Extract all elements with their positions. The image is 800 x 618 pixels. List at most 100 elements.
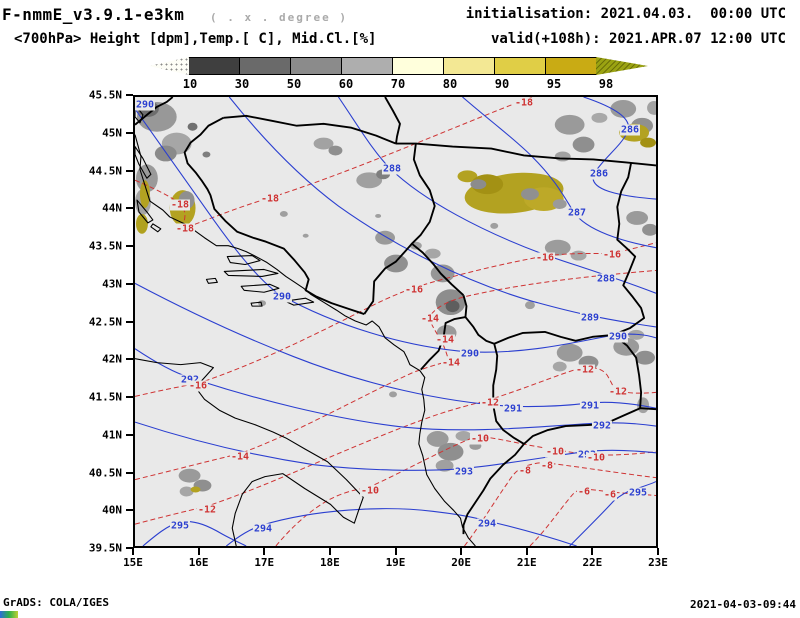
- temp-contour-label: -12: [196, 504, 218, 516]
- field-title: <700hPa> Height [dpm],Temp.[ C], Mid.Cl.…: [14, 31, 377, 47]
- colorbar-segments: [149, 57, 658, 75]
- height-contour-label: 286: [619, 124, 641, 136]
- temp-contour-label: -6: [576, 486, 592, 498]
- colorbar-tick-label: 60: [338, 77, 354, 91]
- height-contour-label: 290: [607, 331, 629, 343]
- colorbar-tick-label: 70: [390, 77, 406, 91]
- grads-logo: [0, 611, 18, 618]
- lat-axis-tick: [126, 207, 133, 210]
- lon-axis-tick: [657, 548, 659, 555]
- coastline-italy: [135, 358, 364, 546]
- lat-axis-tick: [126, 358, 133, 361]
- height-contour-label: 293: [453, 466, 475, 478]
- height-contour-label: 288: [595, 273, 617, 285]
- lon-axis-label: 23E: [648, 556, 668, 569]
- coastline-adriatic-east: [135, 134, 476, 546]
- temp-contour-label: -6: [602, 489, 618, 501]
- lon-axis-label: 22E: [582, 556, 603, 569]
- grid-resolution-note: ( . x . degree ): [210, 11, 348, 24]
- lat-axis-label: 43.5N: [88, 239, 122, 253]
- colorbar-tick-label: 10: [182, 77, 198, 91]
- lon-axis: 15E 16E 17E 18E 19E 20E 21E 22E 23E: [123, 548, 668, 574]
- temp-contour-label: -12: [479, 397, 501, 409]
- lat-axis-label: 43N: [102, 277, 122, 291]
- lat-axis-label: 45.5N: [88, 88, 122, 102]
- lat-axis-tick: [126, 169, 133, 172]
- lat-axis-label: 44N: [102, 201, 122, 215]
- lon-axis-label: 21E: [516, 556, 537, 569]
- temp-contour-label: -10: [469, 433, 491, 445]
- temp-contour-label: -14: [440, 357, 462, 369]
- lat-axis-label: 39.5N: [88, 541, 122, 555]
- lon-axis-label: 16E: [188, 556, 209, 569]
- colorbar-tick-label: 95: [546, 77, 562, 91]
- height-contour-label: 295: [627, 487, 649, 499]
- lon-axis-tick: [197, 548, 200, 555]
- lon-axis-label: 15E: [123, 556, 143, 569]
- height-contour-label: 291: [579, 400, 601, 412]
- map-plot: 290 288 286 286 287 288 289 290 290 290 291 291 292 2…: [133, 95, 658, 548]
- height-contour-label: 294: [476, 518, 498, 530]
- colorbar-tick-label: 98: [598, 77, 614, 91]
- temp-contour-label: -16: [187, 380, 209, 392]
- temp-contour-label: -18: [259, 193, 281, 205]
- lon-axis-tick: [263, 548, 266, 555]
- lon-axis-label: 17E: [254, 556, 275, 569]
- initialisation-time: initialisation: 2021.04.03. 00:00 UTC: [465, 6, 786, 22]
- lon-axis-tick: [591, 548, 594, 555]
- lat-axis-label: 42.5N: [88, 315, 122, 328]
- temp-contour-label: -16: [534, 252, 556, 264]
- lat-axis-label: 42N: [102, 352, 122, 366]
- lat-axis-label: 40.5N: [88, 466, 122, 479]
- model-title: F-nmmE_v3.9.1-e3km: [2, 5, 185, 24]
- lat-axis-tick: [126, 320, 133, 323]
- colorbar-tick-label: 50: [286, 77, 302, 91]
- lat-axis: 45.5N 45N 44.5N 44N 43.5N 43N 42.5N 42N 41.5N 41N…: [0, 89, 133, 555]
- height-contour-label: 287: [566, 207, 588, 219]
- height-contour-label: 295: [169, 520, 191, 532]
- height-contour-label: 286: [588, 168, 610, 180]
- temp-contour-label: -14: [434, 334, 456, 346]
- lon-axis-tick: [328, 548, 331, 555]
- lat-axis-label: 44.5N: [88, 164, 122, 177]
- lat-axis-tick: [126, 396, 133, 398]
- lon-axis-tick: [460, 548, 463, 555]
- temp-contour-label: -12: [607, 386, 629, 398]
- lon-axis-tick: [525, 548, 528, 555]
- height-contour-label: 292: [591, 420, 613, 432]
- country-borders: [135, 97, 656, 535]
- colorbar-tick-label: 90: [494, 77, 510, 91]
- height-contour-label: 290: [271, 291, 293, 303]
- cloud-cover-colorbar: 10 30 50 60 70 80 90 95 98: [149, 57, 658, 95]
- temp-contour-label: -10: [585, 452, 607, 464]
- coastlines: [135, 104, 476, 546]
- temp-contour-label: -14: [229, 451, 251, 463]
- lat-axis-tick: [126, 131, 133, 134]
- height-contour-label: 291: [502, 403, 524, 415]
- temp-contour-label: -8: [517, 465, 533, 477]
- lat-axis-tick: [126, 94, 133, 96]
- temp-contour-label: -16: [601, 249, 623, 261]
- temp-contour-label: -10: [359, 485, 381, 497]
- temp-contour-label: -16: [403, 284, 425, 296]
- colorbar-tick-label: 80: [442, 77, 458, 91]
- temp-contour-label: -18: [169, 199, 191, 211]
- lon-axis-tick: [132, 548, 134, 555]
- height-contour-label: 294: [252, 523, 274, 535]
- temp-contour-label: -12: [574, 364, 596, 376]
- lat-axis-tick: [126, 282, 133, 285]
- lat-axis-label: 45N: [102, 126, 122, 140]
- temp-contour-label: -10: [544, 446, 566, 458]
- temp-contour-label: -18: [513, 97, 535, 109]
- lat-axis-tick: [126, 433, 133, 436]
- height-contour-label: 290: [135, 99, 156, 111]
- lat-axis-label: 41.5N: [88, 390, 122, 404]
- creation-timestamp: 2021-04-03-09:44: [690, 598, 796, 611]
- colorbar-ticks: 10 30 50 60 70 80 90 95 98: [150, 57, 658, 95]
- lat-axis-label: 41N: [102, 428, 122, 442]
- colorbar-tick-label: 30: [234, 77, 250, 91]
- height-contour-label: 288: [381, 163, 403, 175]
- lat-axis-tick: [126, 509, 133, 512]
- lon-axis-label: 18E: [319, 556, 340, 569]
- temp-contour-label: -14: [419, 313, 441, 325]
